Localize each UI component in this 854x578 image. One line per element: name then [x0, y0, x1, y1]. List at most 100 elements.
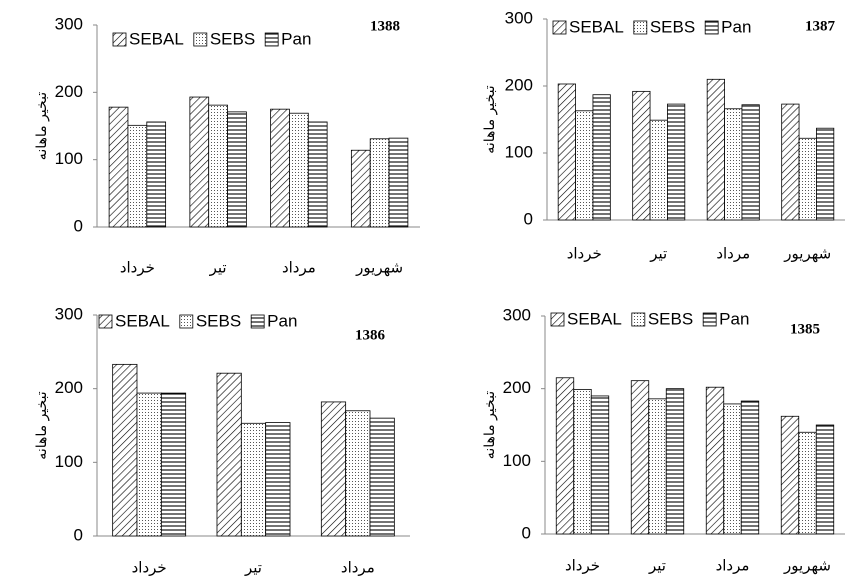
y-tick-label: 0 [522, 523, 531, 542]
bar [724, 108, 743, 221]
bar [590, 395, 610, 535]
bar [781, 103, 800, 221]
y-tick-label: 300 [503, 305, 531, 324]
y-tick-label: 100 [55, 149, 83, 168]
legend-swatch [250, 314, 265, 329]
bar [289, 112, 309, 228]
y-tick-label: 100 [503, 451, 531, 470]
x-tick-label: تیر [244, 559, 262, 577]
x-tick-label: مرداد [716, 557, 750, 575]
bar [667, 103, 686, 221]
legend-swatch [179, 314, 194, 329]
bar [136, 392, 162, 537]
bar [345, 410, 371, 537]
x-tick-label: تیر [648, 557, 666, 575]
legend-label: SEBS [210, 29, 255, 48]
y-tick-label: 100 [55, 452, 83, 471]
bar [216, 372, 242, 537]
y-tick-label: 0 [74, 525, 83, 544]
bar [369, 417, 395, 537]
bar [630, 380, 650, 535]
x-tick-label: تیر [649, 245, 667, 263]
legend-label: SEBS [196, 311, 241, 330]
y-tick-label: 200 [55, 378, 83, 397]
x-tick-label: خرداد [565, 557, 600, 575]
legend-swatch [633, 20, 648, 35]
legend-swatch [193, 32, 208, 47]
bar [798, 431, 817, 535]
bar [705, 386, 725, 535]
bar [320, 401, 347, 537]
y-tick-label: 200 [505, 75, 533, 94]
legend-label: SEBS [650, 17, 695, 36]
x-tick-label: مرداد [716, 245, 750, 263]
legend-label: Pan [281, 29, 311, 48]
bar [240, 422, 267, 537]
legend-swatch [552, 20, 567, 35]
x-tick-label: مرداد [341, 559, 375, 577]
legend-swatch [702, 312, 717, 327]
y-tick-label: 0 [524, 209, 533, 228]
bar [189, 96, 210, 228]
chart-title: 1385 [790, 321, 820, 337]
legend-swatch [631, 312, 646, 327]
y-axis-label: تبخیر ماهانه [482, 391, 498, 459]
y-axis-label: تبخیر ماهانه [34, 92, 50, 160]
x-tick-label: شهریور [783, 245, 831, 263]
bar [780, 415, 800, 535]
bar [146, 121, 167, 228]
chart-title: 1388 [370, 18, 400, 34]
legend-label: SEBAL [569, 17, 624, 36]
bar [798, 137, 817, 221]
bar [112, 363, 138, 537]
bar [127, 124, 148, 228]
y-tick-label: 0 [74, 216, 83, 235]
x-tick-label: مرداد [282, 259, 316, 277]
bar [573, 388, 592, 535]
bar [816, 127, 835, 221]
legend-label: SEBAL [115, 311, 170, 330]
bar [665, 388, 685, 535]
legend-swatch [704, 20, 719, 35]
legend-label: Pan [721, 17, 751, 36]
y-tick-label: 100 [505, 142, 533, 161]
bar [388, 137, 409, 228]
x-tick-label: خرداد [567, 245, 602, 263]
y-tick-label: 300 [505, 8, 533, 27]
bar [160, 392, 187, 537]
x-tick-label: خرداد [132, 559, 167, 577]
y-axis-label: تبخیر ماهانه [482, 85, 498, 153]
bar [649, 119, 668, 221]
y-tick-label: 300 [55, 304, 83, 323]
bar [265, 422, 291, 537]
bar [648, 398, 667, 535]
bar [592, 94, 611, 221]
x-tick-label: شهریور [355, 259, 403, 277]
bar [350, 149, 371, 228]
x-tick-label: خرداد [120, 259, 155, 277]
legend-label: SEBAL [129, 29, 184, 48]
chart-title: 1387 [805, 18, 836, 34]
legend-label: Pan [719, 309, 749, 328]
chart-title: 1386 [355, 327, 386, 343]
bar [108, 106, 129, 228]
y-tick-label: 300 [55, 14, 83, 33]
bar [557, 83, 576, 221]
bar [723, 403, 742, 535]
legend-label: SEBS [648, 309, 693, 328]
bar [555, 377, 575, 535]
bar [208, 104, 228, 228]
bar [815, 424, 835, 535]
bar [227, 111, 247, 228]
bar [741, 104, 760, 221]
x-tick-label: شهریور [783, 557, 831, 575]
bar [632, 90, 651, 221]
bar [706, 78, 725, 221]
legend-label: SEBAL [567, 309, 622, 328]
bar [270, 108, 290, 228]
bar [740, 400, 760, 535]
bar [307, 121, 328, 228]
x-tick-label: تیر [209, 259, 227, 277]
legend-swatch [98, 314, 113, 329]
